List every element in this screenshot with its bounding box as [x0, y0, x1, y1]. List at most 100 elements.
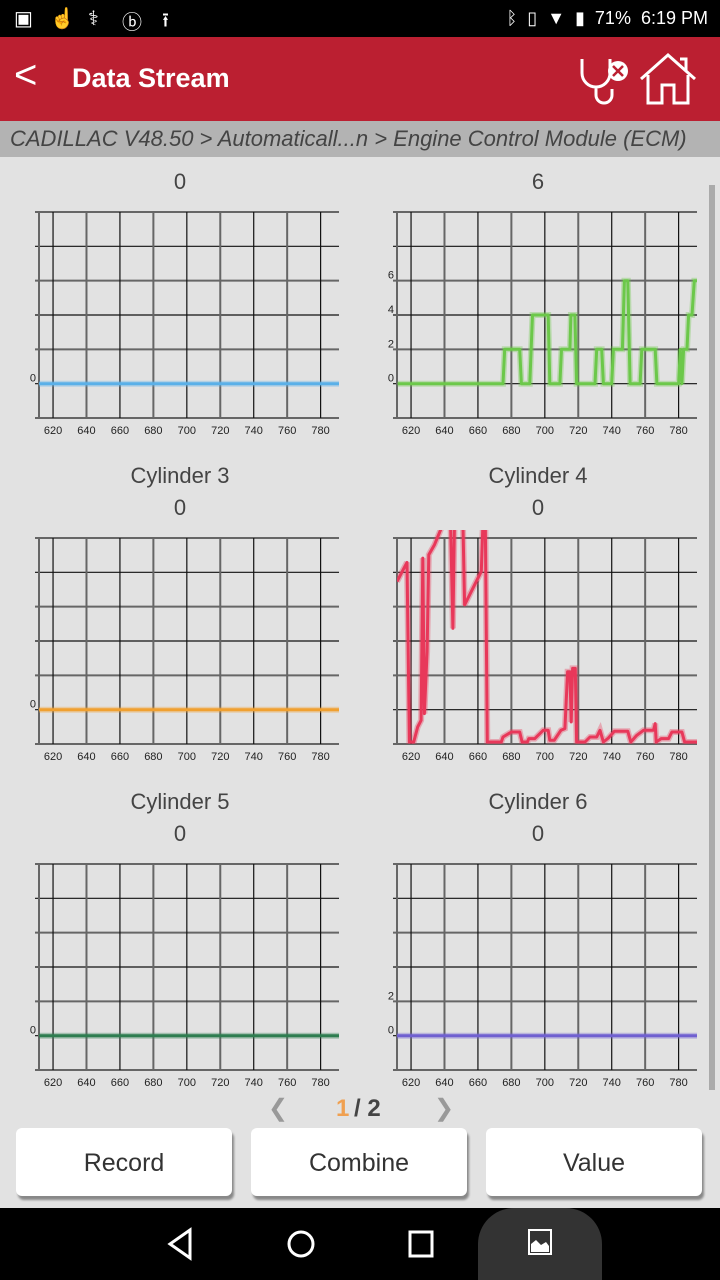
- gallery-icon: ▣: [14, 8, 33, 30]
- x-tick-label: 740: [245, 425, 263, 437]
- x-tick-label: 760: [636, 1077, 654, 1089]
- vibrate-icon: ▯: [527, 8, 538, 28]
- line-chart: 620 640 660 680 700 720 740 760 780 0: [30, 537, 339, 763]
- chart-cylinder-2[interactable]: 6 620 640 660 680 700 720 740 760 780 0 2 4 6: [358, 157, 718, 457]
- x-tick-label: 720: [211, 1077, 229, 1089]
- x-tick-label: 700: [178, 425, 196, 437]
- chart-title: Cylinder 5: [130, 789, 230, 814]
- x-tick-label: 640: [435, 1077, 453, 1089]
- y-tick-label: 0: [388, 373, 394, 385]
- diagnose-stop-icon[interactable]: [578, 55, 634, 105]
- home-icon[interactable]: [638, 51, 698, 107]
- chart-title: Cylinder 6: [488, 789, 588, 814]
- nav-home-icon[interactable]: [285, 1226, 317, 1262]
- chart-value: 0: [173, 495, 187, 520]
- chart-cylinder-4[interactable]: Cylinder 4 0 620 640 660 680 700 720 740 760 780: [358, 463, 718, 783]
- nav-bar: [0, 1208, 720, 1280]
- chart-value: 6: [531, 169, 545, 194]
- breadcrumb: CADILLAC V48.50 > Automaticall...n > Eng…: [0, 121, 720, 157]
- nav-recents-icon[interactable]: [406, 1226, 436, 1262]
- x-tick-label: 740: [603, 751, 621, 763]
- record-button[interactable]: Record: [16, 1128, 232, 1196]
- combine-button[interactable]: Combine: [251, 1128, 467, 1196]
- chart-value: 0: [531, 495, 545, 520]
- clock: 6:19 PM: [640, 8, 708, 28]
- x-tick-label: 780: [669, 425, 687, 437]
- x-tick-label: 680: [144, 1077, 162, 1089]
- chart-title: Cylinder 4: [488, 463, 588, 488]
- x-tick-label: 640: [77, 425, 95, 437]
- x-tick-label: 740: [603, 425, 621, 437]
- touch-icon: ☝: [50, 8, 75, 30]
- x-tick-label: 700: [178, 751, 196, 763]
- x-tick-label: 700: [536, 425, 554, 437]
- x-tick-label: 760: [278, 751, 296, 763]
- x-tick-label: 660: [111, 751, 129, 763]
- page-title: Data Stream: [72, 63, 230, 93]
- next-page-button[interactable]: ❯: [434, 1095, 455, 1122]
- x-tick-label: 740: [245, 1077, 263, 1089]
- x-tick-label: 620: [44, 1077, 62, 1089]
- x-tick-label: 720: [569, 1077, 587, 1089]
- x-tick-label: 700: [178, 1077, 196, 1089]
- value-button[interactable]: Value: [486, 1128, 702, 1196]
- x-tick-label: 660: [469, 425, 487, 437]
- back-button[interactable]: <: [14, 53, 38, 97]
- y-tick-label: 6: [388, 270, 394, 282]
- x-tick-label: 780: [669, 751, 687, 763]
- x-tick-label: 680: [144, 751, 162, 763]
- x-tick-label: 780: [311, 425, 329, 437]
- x-tick-label: 660: [469, 1077, 487, 1089]
- screenshot-button[interactable]: [478, 1208, 602, 1280]
- y-tick-label: 4: [388, 304, 394, 316]
- nav-back-icon[interactable]: [166, 1226, 196, 1262]
- x-tick-label: 640: [77, 751, 95, 763]
- x-tick-label: 700: [536, 1077, 554, 1089]
- line-chart: 620 640 660 680 700 720 740 760 780 0: [30, 211, 339, 437]
- chart-value: 0: [531, 821, 545, 846]
- x-tick-label: 780: [311, 1077, 329, 1089]
- x-tick-label: 640: [435, 751, 453, 763]
- x-tick-label: 720: [211, 751, 229, 763]
- chart-cylinder-6[interactable]: Cylinder 6 0 620 640 660 680 700 720 740 760 780 0 2: [358, 789, 718, 1095]
- series-line: [397, 530, 697, 744]
- x-tick-label: 780: [311, 751, 329, 763]
- x-tick-label: 620: [402, 751, 420, 763]
- battery-percent: 71%: [594, 8, 631, 28]
- x-tick-label: 620: [402, 425, 420, 437]
- x-tick-label: 640: [435, 425, 453, 437]
- x-tick-label: 660: [469, 751, 487, 763]
- chart-cylinder-1[interactable]: 0 620 640 660 680 700 720 740 760 780 0: [0, 157, 360, 457]
- x-tick-label: 720: [211, 425, 229, 437]
- chart-value: 0: [173, 169, 187, 194]
- y-tick-label: 0: [30, 1025, 36, 1037]
- x-tick-label: 720: [569, 751, 587, 763]
- chart-cylinder-5[interactable]: Cylinder 5 0 620 640 660 680 700 720 740 760 780 0: [0, 789, 360, 1095]
- image-icon: [528, 1229, 552, 1255]
- y-tick-label: 0: [388, 1025, 394, 1037]
- wifi-icon: ▼: [547, 8, 566, 28]
- current-page: 1: [336, 1095, 350, 1122]
- y-tick-label: 2: [388, 990, 394, 1002]
- series-line: [397, 279, 697, 386]
- chart-value: 0: [173, 821, 187, 846]
- x-tick-label: 660: [111, 425, 129, 437]
- x-tick-label: 780: [669, 1077, 687, 1089]
- chart-cylinder-3[interactable]: Cylinder 3 0 620 640 660 680 700 720 740 760 780 0: [0, 463, 360, 783]
- status-bar: ▣ ☝ ⚕ ⓑ ⭱ ᛒ ▯ ▼ ▮ 71% 6:19 PM: [0, 0, 720, 37]
- scrollbar[interactable]: [709, 185, 715, 1090]
- app-bar: < Data Stream: [0, 37, 720, 121]
- x-tick-label: 620: [44, 425, 62, 437]
- x-tick-label: 620: [402, 1077, 420, 1089]
- x-tick-label: 740: [603, 1077, 621, 1089]
- x-tick-label: 620: [44, 751, 62, 763]
- x-tick-label: 760: [636, 425, 654, 437]
- x-tick-label: 680: [502, 425, 520, 437]
- line-chart: 620 640 660 680 700 720 740 760 780 0 2 4 6: [388, 211, 697, 437]
- line-chart: 620 640 660 680 700 720 740 760 780 0: [30, 863, 339, 1089]
- line-chart: 620 640 660 680 700 720 740 760 780 0 2: [388, 863, 697, 1089]
- prev-page-button[interactable]: ❮: [268, 1095, 289, 1122]
- chart-grid: 0 620 640 660 680 700 720 740 760 780 0 6 620 640 660 6…: [0, 157, 720, 1095]
- x-tick-label: 700: [536, 751, 554, 763]
- y-tick-label: 2: [388, 338, 394, 350]
